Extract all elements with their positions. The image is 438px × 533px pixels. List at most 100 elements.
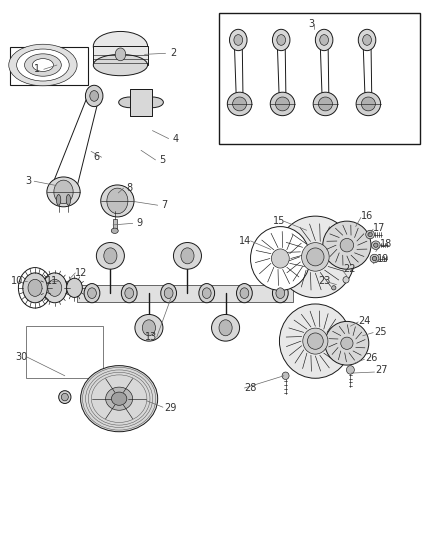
Ellipse shape bbox=[303, 328, 328, 354]
Ellipse shape bbox=[111, 392, 127, 405]
Text: 10: 10 bbox=[11, 277, 23, 286]
Text: 8: 8 bbox=[126, 183, 132, 193]
Text: 3: 3 bbox=[25, 176, 32, 186]
Ellipse shape bbox=[234, 35, 243, 45]
Text: 7: 7 bbox=[161, 200, 167, 210]
Ellipse shape bbox=[332, 286, 336, 290]
Ellipse shape bbox=[307, 333, 323, 349]
Ellipse shape bbox=[90, 91, 99, 101]
Ellipse shape bbox=[301, 243, 329, 271]
Ellipse shape bbox=[135, 314, 163, 341]
Ellipse shape bbox=[276, 216, 355, 297]
Text: 9: 9 bbox=[136, 219, 142, 228]
Ellipse shape bbox=[18, 268, 52, 308]
Ellipse shape bbox=[279, 304, 351, 378]
Text: 2: 2 bbox=[170, 49, 176, 58]
Ellipse shape bbox=[325, 321, 369, 365]
Ellipse shape bbox=[356, 92, 381, 116]
Ellipse shape bbox=[202, 288, 211, 298]
Ellipse shape bbox=[240, 288, 249, 298]
Text: 16: 16 bbox=[361, 211, 373, 221]
Ellipse shape bbox=[323, 221, 371, 269]
Ellipse shape bbox=[59, 391, 71, 403]
Text: 11: 11 bbox=[46, 277, 59, 286]
Ellipse shape bbox=[230, 29, 247, 51]
Ellipse shape bbox=[48, 279, 62, 296]
Ellipse shape bbox=[307, 248, 324, 266]
Ellipse shape bbox=[164, 288, 173, 298]
Ellipse shape bbox=[141, 97, 163, 108]
Text: 23: 23 bbox=[318, 277, 330, 286]
Ellipse shape bbox=[142, 320, 155, 336]
Text: 13: 13 bbox=[145, 332, 157, 342]
Text: 17: 17 bbox=[373, 223, 385, 233]
Ellipse shape bbox=[237, 284, 252, 303]
Ellipse shape bbox=[270, 92, 295, 116]
Ellipse shape bbox=[372, 256, 377, 261]
Ellipse shape bbox=[219, 320, 232, 336]
Text: 1: 1 bbox=[34, 64, 40, 74]
Bar bbox=[26, 326, 103, 378]
Text: 27: 27 bbox=[375, 366, 387, 375]
Ellipse shape bbox=[125, 288, 134, 298]
Bar bbox=[10, 47, 88, 85]
Ellipse shape bbox=[318, 97, 332, 111]
Text: 26: 26 bbox=[365, 353, 378, 363]
Ellipse shape bbox=[25, 54, 61, 76]
Ellipse shape bbox=[115, 48, 126, 61]
Ellipse shape bbox=[93, 54, 148, 76]
Bar bbox=[77, 285, 293, 302]
Ellipse shape bbox=[23, 273, 47, 303]
Ellipse shape bbox=[272, 284, 288, 303]
Ellipse shape bbox=[251, 227, 310, 290]
Ellipse shape bbox=[368, 232, 372, 237]
Ellipse shape bbox=[370, 254, 379, 263]
Bar bbox=[219, 13, 420, 144]
Bar bbox=[93, 46, 148, 65]
Text: 6: 6 bbox=[93, 152, 99, 162]
Bar bbox=[130, 89, 152, 116]
Ellipse shape bbox=[374, 243, 378, 247]
Ellipse shape bbox=[106, 387, 133, 410]
Ellipse shape bbox=[276, 288, 285, 298]
Ellipse shape bbox=[346, 366, 354, 374]
Ellipse shape bbox=[101, 185, 134, 217]
Ellipse shape bbox=[173, 243, 201, 269]
Ellipse shape bbox=[340, 238, 353, 252]
Ellipse shape bbox=[313, 92, 338, 116]
Ellipse shape bbox=[84, 284, 100, 303]
Text: 14: 14 bbox=[239, 236, 251, 246]
Text: 4: 4 bbox=[172, 134, 178, 143]
Ellipse shape bbox=[121, 284, 137, 303]
Ellipse shape bbox=[54, 180, 73, 204]
Ellipse shape bbox=[161, 284, 177, 303]
Ellipse shape bbox=[96, 243, 124, 269]
Ellipse shape bbox=[28, 279, 42, 296]
Ellipse shape bbox=[233, 97, 247, 111]
Ellipse shape bbox=[227, 92, 252, 116]
Ellipse shape bbox=[366, 230, 374, 239]
Text: 24: 24 bbox=[358, 316, 371, 326]
Ellipse shape bbox=[371, 241, 380, 249]
Ellipse shape bbox=[363, 35, 371, 45]
Ellipse shape bbox=[9, 44, 77, 86]
Ellipse shape bbox=[107, 188, 128, 214]
Ellipse shape bbox=[212, 314, 240, 341]
Text: 3: 3 bbox=[308, 19, 314, 29]
Ellipse shape bbox=[276, 97, 290, 111]
Ellipse shape bbox=[88, 288, 96, 298]
Ellipse shape bbox=[81, 366, 158, 432]
Ellipse shape bbox=[17, 49, 69, 81]
Text: 19: 19 bbox=[377, 254, 389, 263]
Text: 28: 28 bbox=[244, 383, 257, 393]
Ellipse shape bbox=[67, 278, 82, 297]
Ellipse shape bbox=[320, 35, 328, 45]
Text: 12: 12 bbox=[75, 268, 87, 278]
Ellipse shape bbox=[47, 177, 80, 207]
Ellipse shape bbox=[277, 35, 286, 45]
Ellipse shape bbox=[341, 337, 353, 349]
Ellipse shape bbox=[199, 284, 215, 303]
Ellipse shape bbox=[282, 372, 289, 379]
Ellipse shape bbox=[343, 277, 349, 283]
Ellipse shape bbox=[66, 195, 71, 205]
